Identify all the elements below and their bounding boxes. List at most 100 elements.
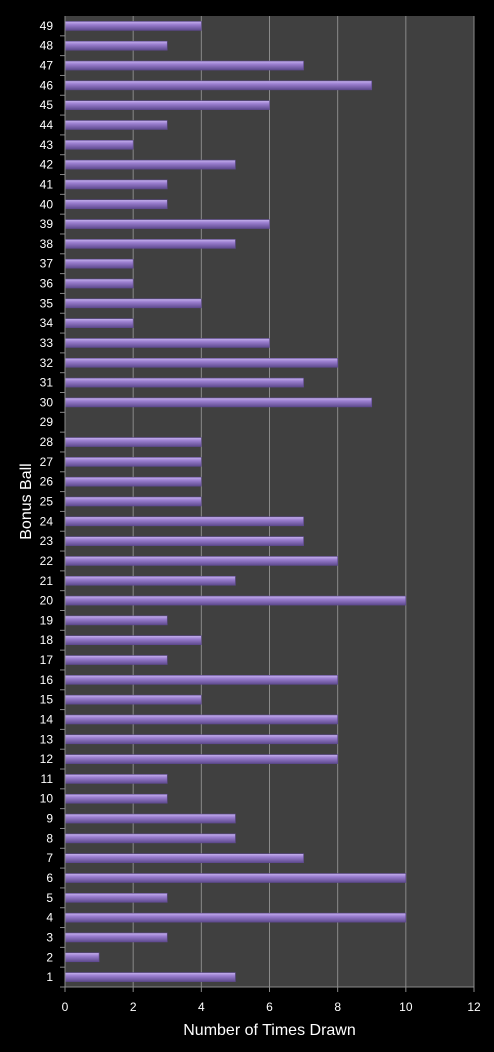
y-tick-label: 40 [40, 197, 54, 211]
y-tick-label: 43 [40, 138, 54, 152]
bar-14 [64, 714, 338, 725]
y-tick-label: 33 [40, 336, 54, 350]
y-tick-label: 22 [40, 554, 54, 568]
bar-41 [64, 179, 168, 190]
y-tick-label: 6 [46, 871, 53, 885]
bar-37 [64, 258, 134, 269]
y-tick-label: 39 [40, 217, 54, 231]
y-tick-label: 32 [40, 356, 54, 370]
x-tick-label: 4 [198, 1000, 205, 1014]
y-tick-label: 11 [41, 772, 54, 786]
bar-16 [64, 675, 338, 685]
bar-6 [64, 873, 407, 883]
bar-21 [64, 575, 236, 586]
bar-40 [64, 199, 168, 210]
y-tick-labels: 1234567891011121314151617181920212223242… [40, 19, 54, 984]
x-tick-label: 8 [334, 1000, 341, 1014]
bar-30 [64, 397, 373, 408]
x-tick-label: 10 [399, 1000, 413, 1014]
bar-44 [64, 120, 168, 130]
x-tick-labels: 0 2 4 6 8 10 12 [62, 1000, 481, 1014]
y-tick-label: 25 [40, 495, 54, 509]
y-tick-label: 21 [40, 574, 54, 588]
bar-47 [64, 60, 304, 71]
bar-5 [64, 893, 168, 903]
y-tick-label: 17 [40, 653, 54, 667]
y-tick-label: 36 [40, 277, 54, 291]
y-tick-label: 42 [40, 158, 54, 172]
y-tick-label: 41 [40, 177, 54, 191]
y-tick-label: 30 [40, 395, 54, 409]
bar-33 [64, 338, 270, 348]
y-tick-label: 12 [40, 752, 54, 766]
bar-13 [64, 734, 338, 745]
y-tick-label: 37 [40, 257, 54, 271]
y-tick-label: 14 [40, 712, 54, 726]
bars [64, 21, 407, 982]
bar-15 [64, 694, 202, 705]
bar-46 [64, 80, 373, 91]
bar-4 [64, 912, 407, 923]
bar-27 [64, 457, 202, 467]
y-tick-label: 5 [46, 891, 53, 905]
y-tick-label: 9 [46, 812, 53, 826]
bar-35 [64, 298, 202, 309]
axes [64, 16, 474, 988]
bar-48 [64, 40, 168, 51]
y-tick-label: 18 [40, 633, 54, 647]
bar-3 [64, 932, 168, 943]
bar-28 [64, 437, 202, 447]
bar-1 [64, 972, 236, 982]
y-tick-label: 23 [40, 534, 54, 548]
y-tick-label: 27 [40, 455, 54, 469]
y-tick-label: 19 [40, 613, 54, 627]
x-tick-label: 2 [130, 1000, 137, 1014]
y-tick-label: 4 [46, 911, 53, 925]
bar-32 [64, 357, 338, 368]
bar-25 [64, 496, 202, 507]
y-tick-label: 38 [40, 237, 54, 251]
y-tick-label: 34 [40, 316, 54, 330]
y-tick-label: 45 [40, 98, 54, 112]
bar-43 [64, 140, 134, 150]
y-tick-label: 46 [40, 78, 54, 92]
y-tick-label: 8 [46, 831, 53, 845]
bar-7 [64, 853, 304, 863]
bar-9 [64, 813, 236, 824]
y-tick-label: 1 [46, 970, 53, 984]
bar-8 [64, 833, 236, 844]
bar-18 [64, 635, 202, 646]
bar-20 [64, 595, 407, 606]
bar-17 [64, 655, 168, 665]
y-tick-label: 44 [40, 118, 54, 132]
y-tick-label: 47 [40, 59, 54, 73]
y-tick-label: 3 [46, 930, 53, 944]
y-tick-label: 35 [40, 296, 54, 310]
bar-23 [64, 536, 304, 546]
bar-19 [64, 615, 168, 626]
y-tick-label: 48 [40, 39, 54, 53]
bar-45 [64, 100, 270, 110]
bar-10 [64, 793, 168, 804]
x-axis-title: Number of Times Drawn [183, 1022, 356, 1039]
x-tick-label: 12 [467, 1000, 481, 1014]
bar-42 [64, 159, 236, 170]
bar-38 [64, 239, 236, 249]
y-tick-label: 10 [40, 792, 54, 806]
y-tick-label: 26 [40, 475, 54, 489]
bar-26 [64, 476, 202, 487]
y-axis-title: Bonus Ball [18, 463, 35, 540]
x-tick-label: 6 [266, 1000, 273, 1014]
bar-24 [64, 516, 304, 527]
y-tick-label: 49 [40, 19, 54, 33]
y-tick-label: 24 [40, 514, 54, 528]
bar-2 [64, 952, 100, 963]
y-tick-label: 31 [40, 376, 54, 390]
y-tick-label: 7 [46, 851, 53, 865]
bar-39 [64, 219, 270, 229]
y-tick-label: 13 [40, 732, 54, 746]
y-tick-label: 2 [46, 950, 53, 964]
y-tick-label: 28 [40, 435, 54, 449]
bar-11 [64, 774, 168, 784]
